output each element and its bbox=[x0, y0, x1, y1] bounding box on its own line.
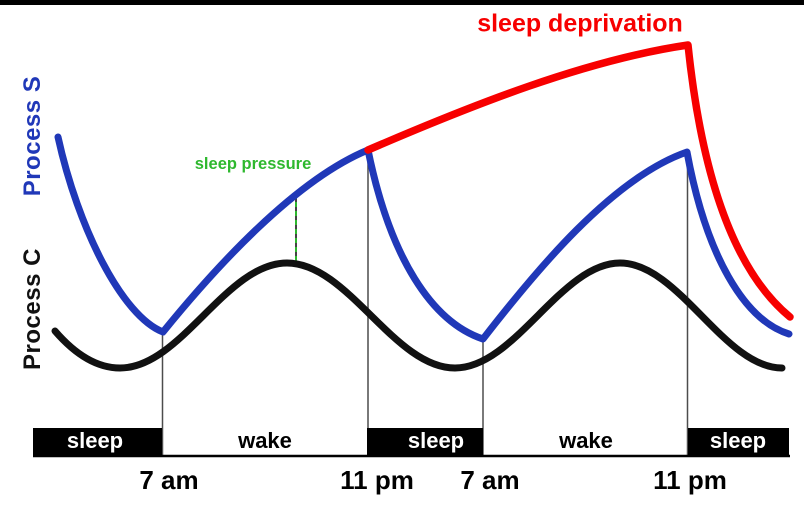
band-label-sleep-2: sleep bbox=[407, 428, 465, 453]
sleep-band-1 bbox=[33, 428, 162, 455]
time-label-11pm-2: 11 pm bbox=[653, 465, 727, 495]
band-label-sleep-3: sleep bbox=[709, 428, 767, 453]
band-label-wake-2: wake bbox=[559, 428, 613, 453]
band-label-sleep-1: sleep bbox=[66, 428, 124, 453]
process-s-curve bbox=[54, 133, 793, 343]
process-c-label: Process C bbox=[19, 248, 46, 370]
sleep-band-3 bbox=[688, 428, 789, 455]
process-c-curve bbox=[51, 259, 786, 372]
band-label-wake-1: wake bbox=[238, 428, 292, 453]
sleep-wake-bar bbox=[33, 428, 790, 458]
sleep-pressure-label: sleep pressure bbox=[194, 154, 312, 173]
sleep-deprivation-label: sleep deprivation bbox=[477, 9, 683, 38]
time-label-7am-1: 7 am bbox=[139, 465, 199, 495]
process-s-label: Process S bbox=[19, 75, 46, 197]
sleep-band-2 bbox=[367, 428, 483, 455]
time-label-11pm-1: 11 pm bbox=[340, 465, 414, 495]
sleep-deprivation-curve bbox=[364, 41, 794, 321]
top-border bbox=[0, 0, 804, 5]
time-label-7am-2: 7 am bbox=[460, 465, 520, 495]
